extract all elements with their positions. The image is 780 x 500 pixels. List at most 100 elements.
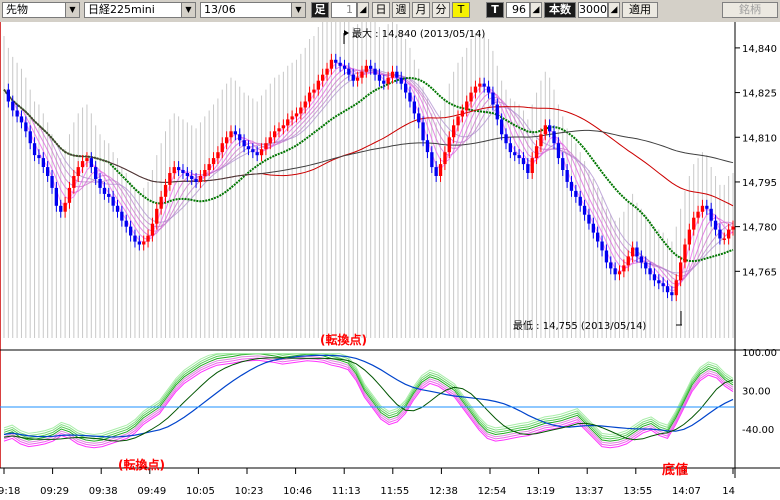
oscillator-slow-line — [3, 354, 734, 438]
candle-body — [434, 167, 438, 176]
count-input[interactable]: 96 — [506, 2, 530, 18]
oscillator-line — [3, 355, 734, 444]
candle-body — [705, 205, 709, 209]
candle-body — [582, 205, 587, 215]
candle-body — [37, 155, 41, 159]
time-tick-label: 09:49 — [137, 486, 166, 497]
chart-area: 14,840 14,825 14,810 14,795 14,780 14,765 100… — [0, 22, 780, 500]
interval-input[interactable]: 1 — [331, 2, 357, 18]
short-ma-line — [3, 69, 734, 274]
candle-body — [102, 187, 107, 194]
candle-body — [355, 77, 360, 81]
candle-body — [207, 164, 211, 171]
date-select[interactable]: 13/06 ▼ — [200, 2, 306, 18]
symbol-select[interactable]: 日経225mini ▼ — [84, 2, 196, 18]
chevron-down-icon: ▼ — [181, 3, 195, 17]
candle-body — [329, 59, 334, 69]
candle-body — [578, 196, 582, 206]
candle-body — [146, 235, 150, 242]
candle-body — [190, 176, 194, 179]
min-annotation: 最低 : 14,755 (2013/05/14) — [513, 319, 646, 332]
candle-body — [120, 211, 124, 221]
price-tick-label: 14,840 — [742, 44, 777, 55]
candle-body — [137, 241, 141, 245]
candle-body — [456, 116, 460, 126]
candle-body — [500, 119, 504, 135]
candle-body — [438, 164, 443, 176]
count-resize-icon[interactable]: ◢ — [530, 2, 542, 18]
candle-body — [395, 71, 399, 78]
candle-body — [491, 92, 495, 105]
candle-body — [447, 137, 451, 153]
candle-body — [386, 77, 390, 84]
candle-body — [181, 170, 185, 173]
interval-week-button[interactable]: 週 — [392, 2, 410, 18]
tick-button[interactable]: T — [452, 2, 470, 18]
oscillator-line — [3, 353, 734, 438]
candle-body — [238, 134, 242, 141]
candle-body — [683, 244, 687, 263]
candle-body — [609, 262, 613, 269]
candle-body — [539, 134, 543, 147]
candle-body — [111, 196, 115, 206]
interval-day-button[interactable]: 日 — [372, 2, 390, 18]
candle-body — [347, 68, 351, 75]
candle-body — [264, 143, 268, 150]
chevron-down-icon: ▼ — [291, 3, 305, 17]
interval-resize-icon[interactable]: ◢ — [357, 2, 369, 18]
interval-minute-button[interactable]: 分 — [432, 2, 450, 18]
candle-body — [268, 137, 272, 144]
candle-body — [316, 80, 320, 90]
turning-point-label-bottom: (転換点) — [118, 457, 165, 472]
candle-body — [482, 83, 486, 87]
candle-body — [163, 184, 168, 197]
candle-body — [718, 229, 722, 239]
candle-body — [443, 152, 447, 165]
oscillator-lines — [3, 353, 734, 449]
bars-resize-icon[interactable]: ◢ — [608, 2, 620, 18]
candle-body — [129, 226, 133, 236]
candle-body — [631, 247, 635, 257]
candle-body — [28, 131, 32, 144]
candle-body — [15, 110, 19, 117]
oscillator-line — [3, 353, 734, 442]
time-tick-label: 09:18 — [0, 486, 20, 497]
candle-body — [421, 122, 425, 141]
candle-body — [534, 146, 539, 159]
candle-body — [622, 265, 626, 272]
candle-body — [548, 125, 552, 132]
date-select-value: 13/06 — [204, 3, 236, 16]
candle-body — [19, 116, 24, 123]
candle-body — [373, 68, 377, 75]
candle-body — [652, 274, 657, 281]
oscillator-tick-label: -40.00 — [742, 425, 774, 436]
candle-body — [617, 271, 622, 275]
candle-body — [233, 131, 237, 135]
candle-body — [596, 232, 600, 242]
toolbar: 先物 ▼ 日経225mini ▼ 13/06 ▼ 足 1 ◢ 日 週 月 分 T… — [0, 0, 780, 23]
candle-body — [299, 107, 303, 114]
candle-body — [6, 89, 10, 102]
time-tick-label: 10:46 — [283, 486, 312, 497]
candle-body — [613, 268, 617, 275]
watchlist-button[interactable]: 銘柄 — [722, 2, 778, 18]
candle-body — [604, 250, 609, 263]
candle-body — [530, 158, 534, 173]
moving-average-lines — [3, 62, 734, 292]
candle-body — [338, 62, 342, 66]
candle-body — [425, 140, 430, 153]
bars-input[interactable]: 3000 — [578, 2, 608, 18]
price-tick-label: 14,795 — [742, 178, 777, 189]
candle-body — [674, 280, 678, 296]
interval-month-button[interactable]: 月 — [412, 2, 430, 18]
candle-body — [513, 152, 517, 156]
candle-body — [286, 119, 290, 126]
candle-body — [50, 176, 54, 188]
candle-body — [198, 176, 203, 182]
candle-body — [277, 128, 281, 132]
candle-body — [290, 116, 294, 120]
oscillator-line — [3, 359, 734, 449]
time-tick-label: 10:23 — [235, 486, 264, 497]
apply-button[interactable]: 適用 — [622, 2, 658, 18]
market-select[interactable]: 先物 ▼ — [2, 2, 80, 18]
